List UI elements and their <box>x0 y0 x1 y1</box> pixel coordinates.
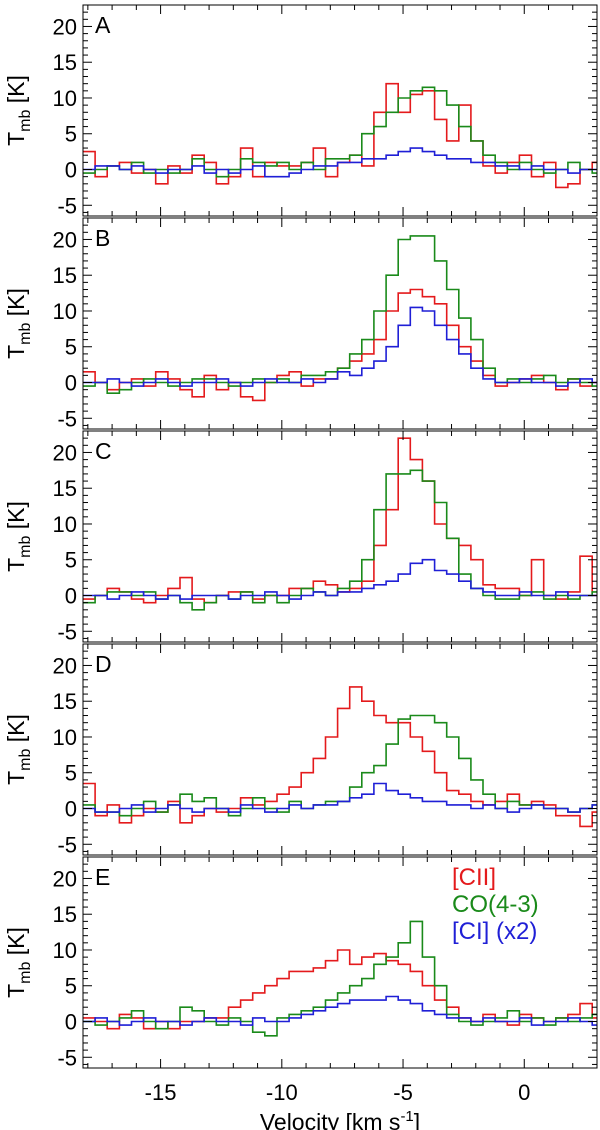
panel-label: B <box>95 225 110 251</box>
series-line-ci-d <box>83 782 597 813</box>
y-tick-label: 10 <box>53 938 77 963</box>
y-axis-label-sub: mb <box>17 536 34 558</box>
y-axis-label-unit: [K] <box>3 927 29 962</box>
y-tick-label: 10 <box>53 299 77 324</box>
legend-entry-co: CO(4-3) <box>452 891 539 918</box>
y-tick-label: 10 <box>53 86 77 111</box>
y-tick-label: 15 <box>53 476 77 501</box>
y-axis-label: Tmb [K] <box>3 75 34 146</box>
panel-frame <box>82 643 598 856</box>
y-tick-label: 10 <box>53 512 77 537</box>
x-axis-label-main: Velocity [km s <box>260 1109 401 1130</box>
y-tick-label: 20 <box>53 866 77 891</box>
y-axis-label-unit: [K] <box>3 288 29 323</box>
y-tick-label: 5 <box>65 974 77 999</box>
legend-entry-ci: [CI] (x2) <box>452 918 537 945</box>
x-axis-label-sup: -1 <box>400 1108 413 1125</box>
panel-label: A <box>95 12 111 38</box>
y-tick-label: 10 <box>53 725 77 750</box>
y-tick-label: 0 <box>65 584 77 609</box>
y-tick-label: 15 <box>53 902 77 927</box>
panel-e: -5 0 5 10 15 20 Tmb [K] E [CII]CO(4-3)[CI] (x2) -… <box>3 856 598 1130</box>
series-line-co-a <box>83 86 597 178</box>
y-axis-label-main: T <box>3 132 29 146</box>
y-axis-label: Tmb [K] <box>3 927 34 998</box>
y-axis-label-sub: mb <box>17 749 34 771</box>
x-tick-label: -15 <box>145 1080 177 1105</box>
x-tick-label: 0 <box>518 1080 530 1105</box>
series-line-cii-b <box>83 288 597 402</box>
y-axis-label-sub: mb <box>17 962 34 984</box>
y-tick-label: 20 <box>53 440 77 465</box>
series-line-ci-b <box>83 306 597 387</box>
y-tick-label: 15 <box>53 263 77 288</box>
y-tick-label: 15 <box>53 689 77 714</box>
y-tick-label: 5 <box>65 548 77 573</box>
y-axis-label: Tmb [K] <box>3 501 34 572</box>
y-axis-label-main: T <box>3 984 29 998</box>
series-line-ci-e <box>83 995 597 1026</box>
y-tick-label: 0 <box>65 158 77 183</box>
y-tick-label: -5 <box>57 193 77 218</box>
y-axis-label-main: T <box>3 771 29 785</box>
y-tick-label: 20 <box>53 653 77 678</box>
y-tick-label: 20 <box>53 14 77 39</box>
series-line-co-b <box>83 235 597 394</box>
y-tick-label: 5 <box>65 122 77 147</box>
series-line-co-d <box>83 714 597 817</box>
legend-entry-cii: [CII] <box>452 864 496 891</box>
y-tick-label: -5 <box>57 619 77 644</box>
y-axis-label: Tmb [K] <box>3 288 34 359</box>
y-axis-label-sub: mb <box>17 110 34 132</box>
x-tick-label: -10 <box>266 1080 298 1105</box>
panel-label: D <box>95 651 112 677</box>
y-tick-label: 0 <box>65 371 77 396</box>
y-tick-label: -5 <box>57 832 77 857</box>
y-tick-label: 5 <box>65 761 77 786</box>
y-tick-label: 5 <box>65 335 77 360</box>
series-line-cii-e <box>83 949 597 1030</box>
series-line-cii-d <box>83 686 597 828</box>
panel-frame <box>82 430 598 643</box>
x-axis-label: Velocity [km s-1] <box>260 1108 420 1130</box>
panel-frame <box>82 856 598 1069</box>
y-axis-label-sub: mb <box>17 323 34 345</box>
panel-b: -5 0 5 10 15 20 Tmb [K] B <box>3 217 598 431</box>
series-line-co-c <box>83 469 597 611</box>
y-tick-label: 15 <box>53 50 77 75</box>
y-tick-label: -5 <box>57 406 77 431</box>
x-tick-label: -5 <box>393 1080 413 1105</box>
series-line-ci-a <box>83 147 597 178</box>
x-axis-label-end: ] <box>414 1109 420 1130</box>
y-tick-label: 0 <box>65 1010 77 1035</box>
y-axis-label-main: T <box>3 345 29 359</box>
panel-label: C <box>95 438 112 464</box>
y-axis-label-unit: [K] <box>3 75 29 110</box>
series-line-cii-a <box>83 82 597 189</box>
y-tick-label: 20 <box>53 227 77 252</box>
y-axis-label-unit: [K] <box>3 714 29 749</box>
series-line-ci-c <box>83 558 597 600</box>
y-axis-label-unit: [K] <box>3 501 29 536</box>
panel-label: E <box>95 864 110 890</box>
y-tick-label: -5 <box>57 1045 77 1070</box>
panel-d: -5 0 5 10 15 20 Tmb [K] D <box>3 643 598 857</box>
panel-frame <box>82 4 598 217</box>
y-axis-label: Tmb [K] <box>3 714 34 785</box>
y-tick-label: 0 <box>65 797 77 822</box>
panel-a: -5 0 5 10 15 20 Tmb [K] A <box>3 4 598 218</box>
panel-c: -5 0 5 10 15 20 Tmb [K] C <box>3 430 598 644</box>
series-line-co-e <box>83 920 597 1037</box>
y-axis-label-main: T <box>3 558 29 572</box>
series-line-cii-c <box>83 437 597 604</box>
panel-frame <box>82 217 598 430</box>
